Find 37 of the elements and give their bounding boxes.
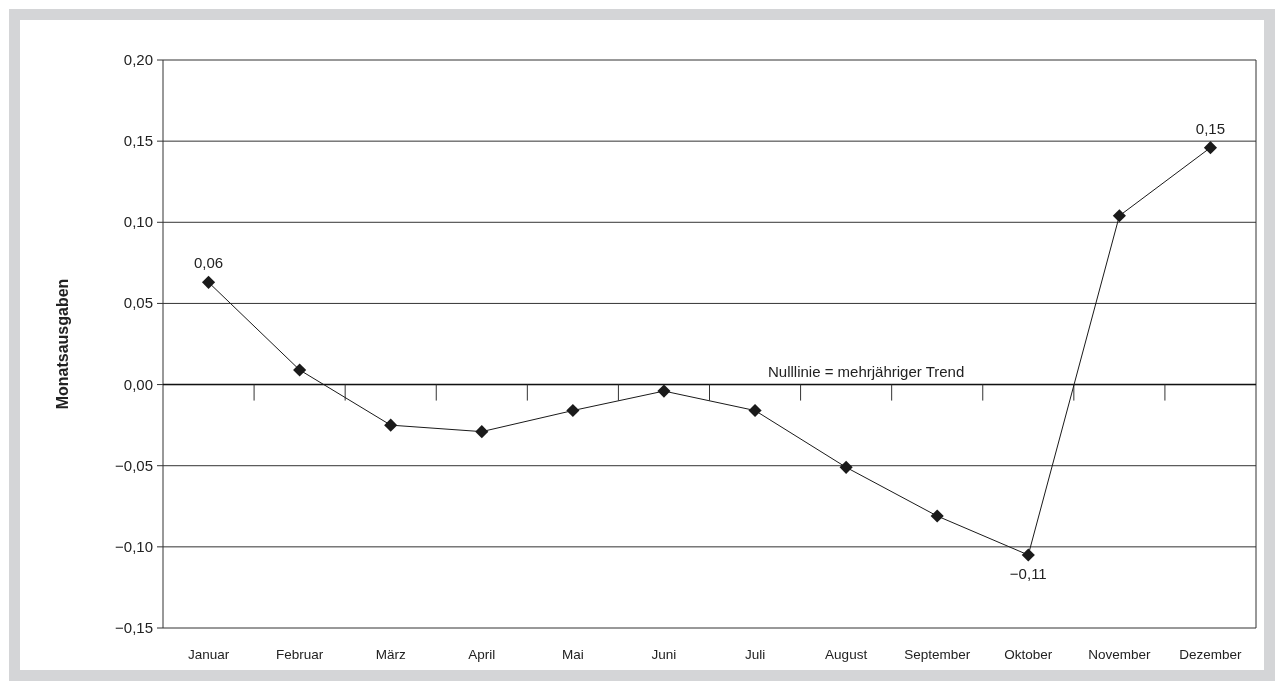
y-tick-label: 0,20	[123, 51, 153, 68]
ref-line-label: Nulllinie = mehrjähriger Trend	[767, 362, 965, 380]
x-tick-label: Oktober	[1004, 647, 1053, 662]
point	[930, 509, 944, 523]
y-tick-label: 0,10	[123, 213, 153, 231]
x-tick-label: Februar	[275, 647, 324, 662]
point	[475, 425, 489, 439]
point	[839, 460, 853, 474]
y-tick-label: 0,05	[123, 294, 153, 312]
point	[1203, 141, 1218, 155]
x-tick-label: März	[375, 647, 406, 662]
x-tick-label: Juni	[651, 647, 677, 662]
y-tick-label: −0,05	[115, 456, 153, 474]
y-tick-label: 0,00	[123, 375, 153, 393]
data-label: 0,15	[1195, 119, 1226, 137]
x-tick-label: Juli	[744, 647, 766, 662]
y-axis-title: Monatsausgaben	[54, 278, 71, 410]
x-tick-label: September	[904, 647, 971, 662]
x-tick-label: April	[468, 647, 496, 662]
point	[1021, 548, 1035, 562]
x-tick-label: Mai	[561, 647, 584, 662]
point	[1112, 209, 1126, 223]
y-tick-label: −0,10	[115, 537, 153, 555]
y-tick-label: 0,15	[123, 132, 153, 150]
point	[657, 384, 671, 398]
x-tick-label: Dezember	[1179, 647, 1243, 662]
point	[566, 403, 580, 418]
data-label: 0,06	[193, 254, 224, 272]
data-label: −0,11	[1009, 564, 1047, 582]
point	[748, 403, 762, 418]
point	[384, 418, 398, 432]
x-tick-label: August	[825, 647, 868, 662]
x-tick-label: November	[1088, 647, 1152, 662]
x-tick-label: Januar	[187, 647, 230, 662]
point	[293, 363, 307, 377]
point	[201, 275, 216, 289]
y-tick-label: −0,15	[115, 619, 153, 636]
